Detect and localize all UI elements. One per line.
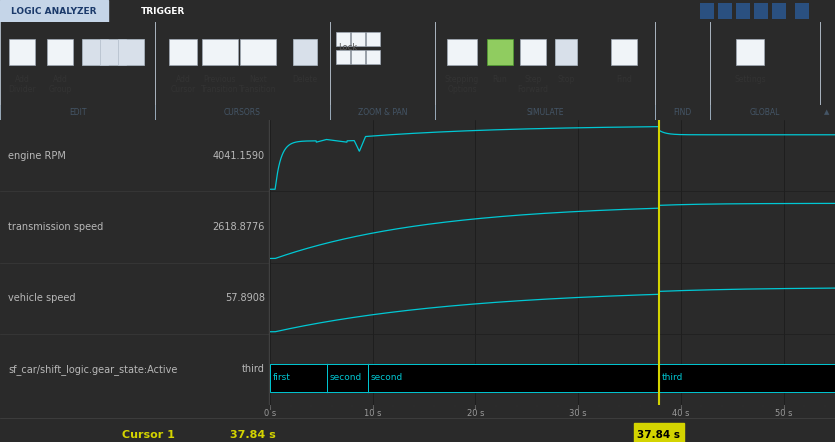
Bar [366,50,380,64]
Text: 10 s: 10 s [364,408,382,418]
Text: 20 s: 20 s [467,408,484,418]
Text: Settings: Settings [734,75,766,84]
Bar [520,39,546,65]
Text: ▲: ▲ [824,110,830,115]
Bar [447,39,477,65]
Text: 37.84 s: 37.84 s [637,431,681,441]
Bar [293,39,317,65]
Text: Find: Find [616,75,632,84]
Text: Add
Cursor: Add Cursor [170,75,195,95]
Text: Add
Divider: Add Divider [8,75,36,95]
Bar [351,50,365,64]
Text: 2618.8776: 2618.8776 [213,222,265,232]
Bar [336,32,350,46]
Bar [169,39,197,65]
Bar [326,364,367,392]
Bar [366,32,380,46]
Text: Cursor 1: Cursor 1 [122,431,175,441]
Text: Stepping
Options: Stepping Options [445,75,479,95]
Text: Previous
Transition: Previous Transition [201,75,239,95]
Text: SIMULATE: SIMULATE [526,108,564,117]
Text: ZOOM & PAN: ZOOM & PAN [357,108,407,117]
Bar [700,3,714,19]
Bar [336,50,350,64]
Bar [772,3,786,19]
Bar [100,39,126,65]
Text: second: second [330,373,362,382]
Text: Stop: Stop [557,75,574,84]
Text: transmission speed: transmission speed [8,222,104,232]
Text: second: second [371,373,403,382]
Bar [736,3,750,19]
Bar [202,39,238,65]
Text: FIND: FIND [673,108,691,117]
Text: 40 s: 40 s [672,408,690,418]
Bar [634,423,684,442]
Bar [611,39,637,65]
Text: Step
Forward: Step Forward [518,75,549,95]
Text: LOGIC ANALYZER: LOGIC ANALYZER [11,7,97,15]
Text: Run: Run [493,75,508,84]
Text: 0 s: 0 s [264,408,276,418]
Bar [47,39,73,65]
Text: TRIGGER: TRIGGER [141,7,185,15]
Text: third: third [242,364,265,374]
Text: 30 s: 30 s [569,408,587,418]
Text: CURSORS: CURSORS [224,108,261,117]
Bar [795,3,809,19]
Text: Lock: Lock [338,42,357,52]
Text: 37.84 s: 37.84 s [230,431,276,441]
Text: 57.8908: 57.8908 [225,293,265,303]
Text: Add
Group: Add Group [48,75,72,95]
Bar [555,39,577,65]
Bar [270,364,326,392]
Text: vehicle speed: vehicle speed [8,293,75,303]
Text: engine RPM: engine RPM [8,151,66,160]
Text: GLOBAL: GLOBAL [750,108,780,117]
Bar [82,39,108,65]
Text: third: third [662,373,683,382]
Bar [0,0,108,22]
Bar [240,39,276,65]
Bar [659,364,835,392]
Bar [351,32,365,46]
Bar [9,39,35,65]
Bar [754,3,768,19]
Text: 50 s: 50 s [775,408,792,418]
Text: first: first [273,373,291,382]
Text: EDIT: EDIT [68,108,86,117]
Text: Next
Transition: Next Transition [240,75,276,95]
Bar [718,3,732,19]
Bar [736,39,764,65]
Bar [487,39,513,65]
Bar [367,364,659,392]
Text: 4041.1590: 4041.1590 [213,151,265,160]
Bar [118,39,144,65]
Text: Delete: Delete [292,75,317,84]
Text: sf_car/shift_logic.gear_state:Active: sf_car/shift_logic.gear_state:Active [8,364,177,375]
